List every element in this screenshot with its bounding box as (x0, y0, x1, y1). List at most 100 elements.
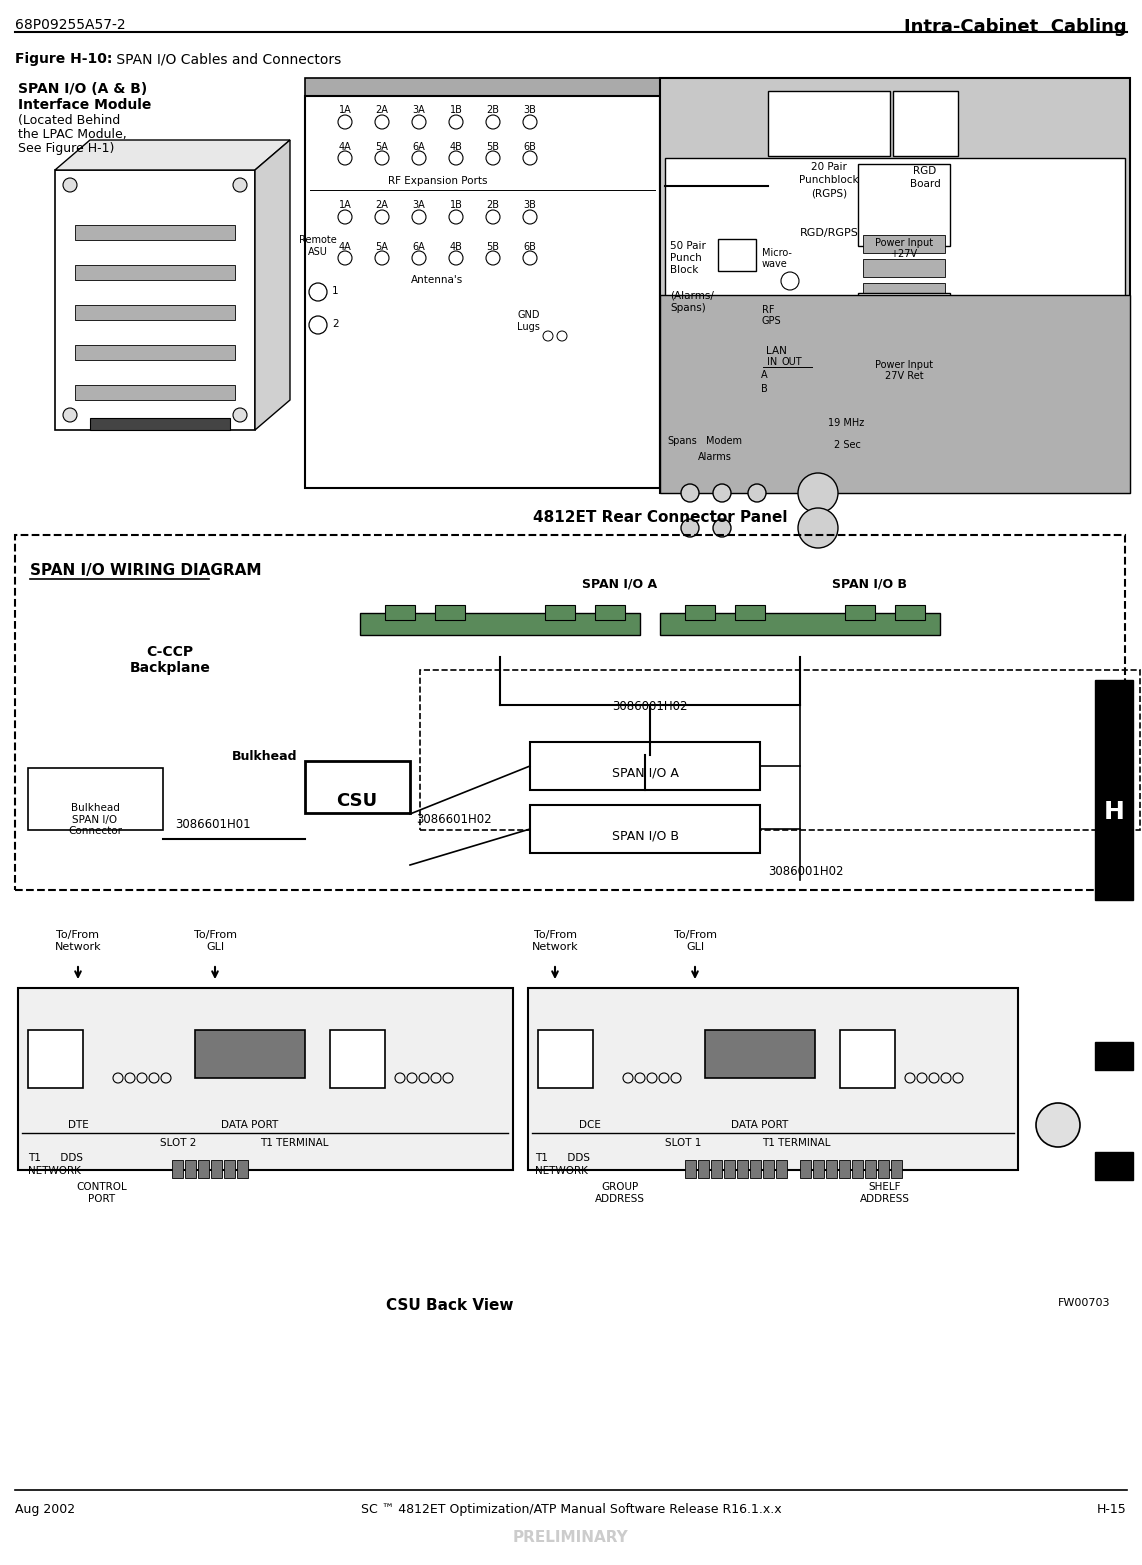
Text: 3086001H02: 3086001H02 (769, 865, 844, 878)
Bar (858, 164, 950, 246)
Text: 20 Pair: 20 Pair (811, 163, 847, 172)
Bar (211, 1160, 222, 1178)
Text: 4A: 4A (339, 142, 352, 152)
Text: See Figure H-1): See Figure H-1) (18, 142, 114, 155)
Text: B: B (761, 383, 767, 394)
Text: Bulkhead
SPAN I/O
Connector: Bulkhead SPAN I/O Connector (69, 803, 122, 836)
Text: SPAN I/O B: SPAN I/O B (833, 577, 908, 590)
Text: Aug 2002: Aug 2002 (15, 1502, 75, 1516)
Bar (665, 158, 1125, 318)
Text: Spans: Spans (667, 437, 697, 446)
Bar (737, 1160, 748, 1178)
Text: Power Input: Power Input (875, 238, 933, 247)
Bar (711, 1160, 722, 1178)
Text: SPAN I/O (A & B): SPAN I/O (A & B) (18, 81, 147, 95)
Bar (435, 606, 465, 620)
Text: Antenna's: Antenna's (411, 275, 464, 285)
Text: 2B: 2B (486, 105, 499, 114)
Bar (330, 1030, 385, 1088)
Text: OUT: OUT (782, 357, 803, 368)
Text: Punch: Punch (670, 254, 701, 263)
Text: 5B: 5B (486, 142, 499, 152)
Text: (Alarms/: (Alarms/ (670, 290, 714, 300)
Text: 3086601H01: 3086601H01 (175, 818, 250, 831)
Text: T1 TERMINAL: T1 TERMINAL (260, 1138, 329, 1149)
Bar (545, 606, 576, 620)
Text: CSU Back View: CSU Back View (386, 1297, 514, 1313)
Text: ASU: ASU (308, 247, 328, 257)
Bar (360, 613, 640, 635)
Circle shape (713, 520, 731, 537)
Text: SLOT 1: SLOT 1 (665, 1138, 701, 1149)
Bar (660, 78, 1129, 493)
Bar (891, 1160, 902, 1178)
Text: SC ™ 4812ET Optimization/ATP Manual Software Release R16.1.x.x: SC ™ 4812ET Optimization/ATP Manual Soft… (361, 1502, 781, 1516)
Text: 6B: 6B (523, 243, 537, 252)
Polygon shape (55, 171, 255, 430)
Text: +27V: +27V (891, 249, 917, 258)
Bar (660, 613, 940, 635)
Text: SPAN I/O A: SPAN I/O A (582, 577, 658, 590)
Bar (29, 768, 163, 829)
Text: 3B: 3B (523, 105, 537, 114)
Text: Micro-: Micro- (762, 247, 791, 258)
Bar (172, 1160, 183, 1178)
Bar (724, 1160, 735, 1178)
Bar (685, 606, 715, 620)
Text: RGD: RGD (914, 166, 936, 175)
Bar (863, 283, 944, 300)
Text: 4B: 4B (450, 243, 463, 252)
Bar (305, 761, 410, 812)
Bar (826, 1160, 837, 1178)
Text: LAN: LAN (765, 346, 787, 355)
Circle shape (798, 473, 838, 513)
Text: 5A: 5A (376, 142, 388, 152)
Bar (185, 1160, 196, 1178)
Text: 2 Sec: 2 Sec (834, 440, 861, 451)
Text: To/From
Network: To/From Network (55, 930, 102, 952)
Text: 1A: 1A (339, 200, 352, 210)
Bar (224, 1160, 235, 1178)
Bar (90, 418, 230, 430)
Circle shape (713, 484, 731, 502)
Bar (18, 988, 513, 1171)
Text: IN: IN (767, 357, 778, 368)
Text: T1      DDS: T1 DDS (29, 1153, 83, 1163)
Text: A: A (761, 369, 767, 380)
Bar (864, 1160, 876, 1178)
Text: 3086601H02: 3086601H02 (416, 812, 491, 826)
Text: GPS: GPS (762, 316, 781, 326)
Bar (1095, 1152, 1133, 1180)
Circle shape (233, 178, 247, 192)
Circle shape (681, 484, 699, 502)
Bar (698, 1160, 709, 1178)
Bar (385, 606, 415, 620)
Text: 3A: 3A (412, 200, 425, 210)
Text: To/From
GLI: To/From GLI (674, 930, 716, 952)
Text: Bulkhead: Bulkhead (232, 750, 298, 764)
Text: 4812ET Rear Connector Panel: 4812ET Rear Connector Panel (533, 510, 787, 524)
Text: 27V Ret: 27V Ret (885, 371, 924, 380)
Text: RF: RF (762, 305, 774, 315)
Text: 3A: 3A (412, 105, 425, 114)
Bar (305, 95, 660, 488)
Bar (863, 358, 944, 376)
Bar (198, 1160, 209, 1178)
Text: SPAN I/O Cables and Connectors: SPAN I/O Cables and Connectors (112, 52, 341, 66)
Bar (769, 91, 890, 156)
Text: 19 MHz: 19 MHz (828, 418, 864, 427)
Text: Punchblock: Punchblock (799, 175, 859, 185)
Bar (750, 1160, 761, 1178)
Bar (777, 1160, 787, 1178)
Text: Backplane: Backplane (129, 660, 210, 675)
Text: 5B: 5B (486, 243, 499, 252)
Text: Board: Board (910, 178, 940, 189)
Bar (863, 404, 944, 419)
Text: RGD/RGPS: RGD/RGPS (799, 228, 859, 238)
Bar (305, 78, 660, 95)
Text: H-15: H-15 (1097, 1502, 1127, 1516)
Polygon shape (255, 139, 290, 430)
Bar (528, 988, 1018, 1171)
Circle shape (681, 520, 699, 537)
Bar (801, 1160, 811, 1178)
